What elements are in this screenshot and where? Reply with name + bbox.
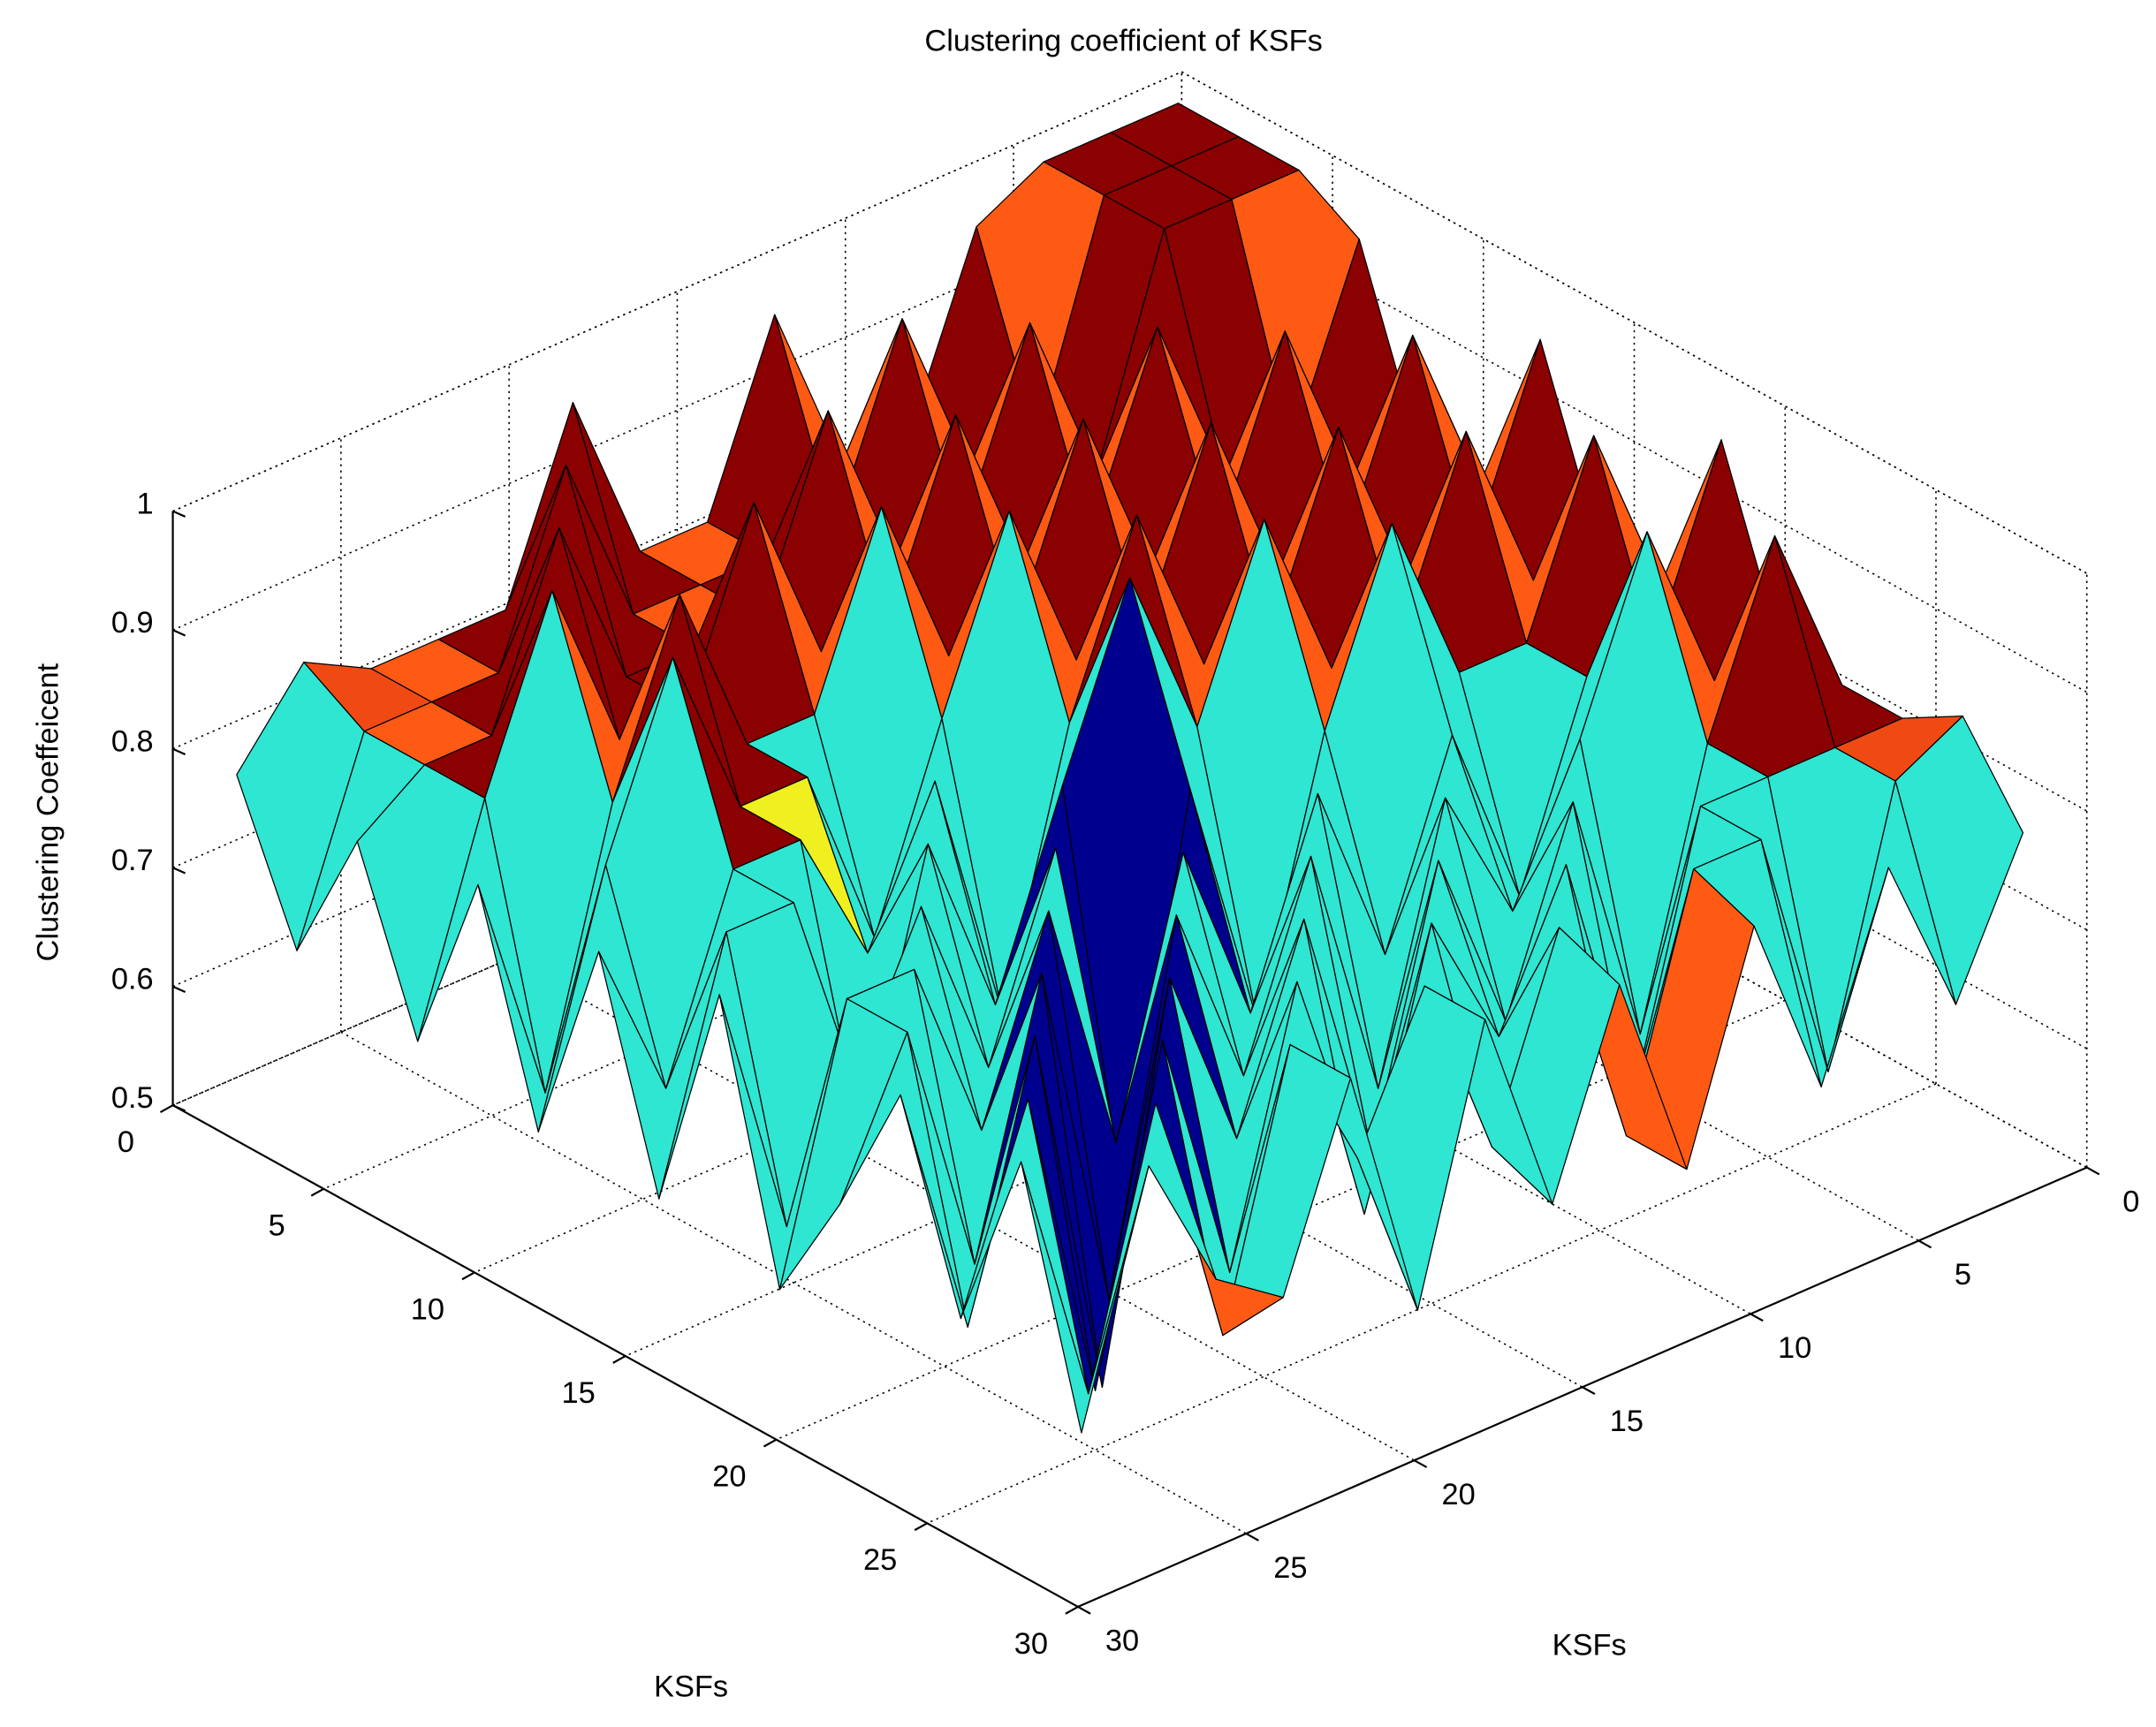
x-tick bbox=[612, 1355, 626, 1364]
y-tick bbox=[2086, 1166, 2100, 1176]
z-tick bbox=[172, 510, 186, 518]
x-tick bbox=[159, 1104, 174, 1113]
z-tick-label: 0.8 bbox=[111, 725, 154, 759]
z-tick-label: 1 bbox=[137, 488, 154, 521]
x-tick-label: 20 bbox=[712, 1460, 746, 1494]
z-axis-label: Clustering Coeffeicent bbox=[31, 663, 65, 961]
grid-line bbox=[1180, 190, 2088, 693]
surface-facet bbox=[1020, 1161, 1150, 1434]
y-tick bbox=[1245, 1533, 1259, 1541]
z-tick-label: 0.9 bbox=[111, 606, 154, 640]
x-axis-label: KSFs bbox=[654, 1670, 728, 1703]
x-tick bbox=[461, 1271, 475, 1281]
z-tick bbox=[172, 747, 186, 755]
chart-title: Clustering coefficient of KSFs bbox=[924, 25, 1322, 58]
y-tick-label: 10 bbox=[1778, 1331, 1811, 1365]
z-tick-label: 0.6 bbox=[111, 963, 154, 996]
z-tick bbox=[172, 1104, 186, 1112]
y-tick-label: 20 bbox=[1441, 1478, 1475, 1511]
z-tick-label: 0.7 bbox=[111, 844, 154, 877]
y-axis-label: KSFs bbox=[1552, 1628, 1627, 1662]
x-tick-label: 10 bbox=[411, 1292, 444, 1326]
x-tick bbox=[914, 1522, 928, 1532]
x-tick bbox=[1065, 1605, 1079, 1615]
x-tick-label: 15 bbox=[561, 1376, 595, 1410]
z-tick-label: 0.5 bbox=[111, 1081, 154, 1115]
x-tick bbox=[763, 1438, 778, 1448]
y-tick bbox=[1414, 1459, 1428, 1468]
y-tick-label: 15 bbox=[1610, 1405, 1644, 1438]
y-tick bbox=[1917, 1239, 1932, 1249]
x-tick-label: 0 bbox=[118, 1125, 134, 1159]
x-tick-label: 25 bbox=[863, 1543, 897, 1577]
grid-line bbox=[1180, 71, 2088, 574]
z-tick bbox=[172, 985, 186, 993]
grid-line bbox=[340, 1031, 1247, 1534]
y-tick-label: 5 bbox=[1955, 1258, 1971, 1291]
y-tick-label: 30 bbox=[1105, 1625, 1139, 1658]
z-tick bbox=[172, 629, 186, 637]
x-tick bbox=[310, 1187, 324, 1197]
z-tick bbox=[172, 867, 186, 875]
y-tick bbox=[1582, 1386, 1596, 1396]
y-tick bbox=[1750, 1313, 1764, 1322]
y-tick-label: 0 bbox=[2122, 1185, 2139, 1218]
y-tick bbox=[1077, 1605, 1091, 1615]
y-tick-label: 25 bbox=[1273, 1551, 1307, 1585]
x-tick-label: 5 bbox=[269, 1209, 285, 1243]
x-tick-label: 30 bbox=[1014, 1627, 1048, 1661]
